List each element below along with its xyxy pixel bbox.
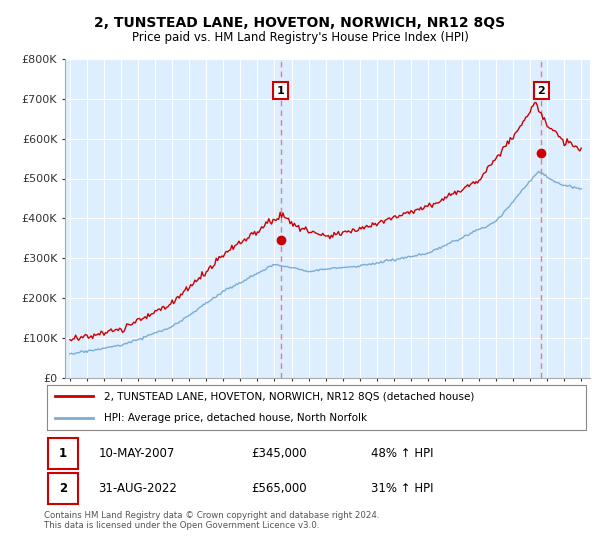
Text: 2: 2 (538, 86, 545, 96)
Text: 1: 1 (59, 447, 67, 460)
FancyBboxPatch shape (47, 385, 586, 430)
Text: Price paid vs. HM Land Registry's House Price Index (HPI): Price paid vs. HM Land Registry's House … (131, 31, 469, 44)
Text: £565,000: £565,000 (251, 482, 307, 495)
Text: 2, TUNSTEAD LANE, HOVETON, NORWICH, NR12 8QS: 2, TUNSTEAD LANE, HOVETON, NORWICH, NR12… (94, 16, 506, 30)
Text: 31% ↑ HPI: 31% ↑ HPI (371, 482, 434, 495)
Text: 1: 1 (277, 86, 284, 96)
Text: 2, TUNSTEAD LANE, HOVETON, NORWICH, NR12 8QS (detached house): 2, TUNSTEAD LANE, HOVETON, NORWICH, NR12… (104, 391, 474, 402)
FancyBboxPatch shape (48, 473, 78, 504)
Text: Contains HM Land Registry data © Crown copyright and database right 2024.
This d: Contains HM Land Registry data © Crown c… (44, 511, 379, 530)
Text: 2: 2 (59, 482, 67, 495)
Text: 10-MAY-2007: 10-MAY-2007 (98, 447, 175, 460)
Text: HPI: Average price, detached house, North Norfolk: HPI: Average price, detached house, Nort… (104, 413, 367, 423)
Text: 48% ↑ HPI: 48% ↑ HPI (371, 447, 434, 460)
Text: £345,000: £345,000 (251, 447, 307, 460)
FancyBboxPatch shape (48, 438, 78, 469)
Text: 31-AUG-2022: 31-AUG-2022 (98, 482, 177, 495)
